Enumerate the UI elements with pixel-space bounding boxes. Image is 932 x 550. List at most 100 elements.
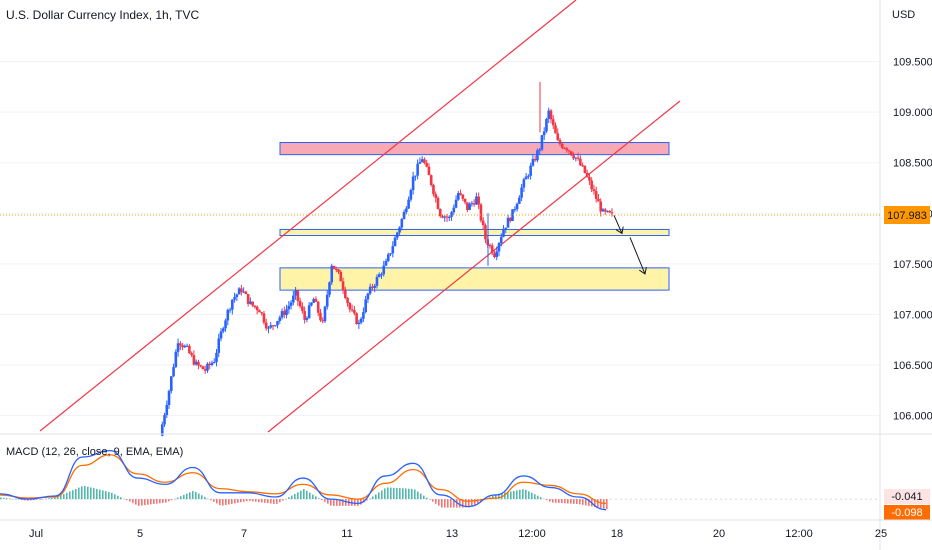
macd-histogram-bar <box>498 493 500 500</box>
candle-body <box>296 290 300 301</box>
candle-body <box>538 149 541 151</box>
macd-histogram-bar <box>372 496 374 500</box>
macd-histogram-bar <box>234 499 236 504</box>
grid-lines <box>0 61 880 416</box>
channel-upper-line <box>39 0 577 432</box>
candle-body <box>249 301 252 304</box>
macd-histogram-bar <box>195 491 197 500</box>
candle-body <box>545 118 548 132</box>
macd-histogram-bar <box>219 499 221 506</box>
candle-body <box>271 325 275 327</box>
chart-title: U.S. Dollar Currency Index, 1h, TVC <box>6 8 200 22</box>
candle-body <box>531 158 535 166</box>
macd-histogram-bar <box>306 490 308 500</box>
macd-histogram-bar <box>309 492 311 500</box>
candle-body <box>409 190 413 200</box>
macd-histogram-bar <box>261 499 263 503</box>
candle-body <box>533 158 537 161</box>
macd-histogram-bar <box>180 496 182 500</box>
candle-body <box>466 202 469 210</box>
macd-histogram-bar <box>423 495 425 500</box>
macd-histogram-bar <box>324 499 326 502</box>
macd-histogram-bar <box>336 499 338 506</box>
candle-body <box>353 309 356 314</box>
candle-body <box>588 176 591 181</box>
macd-histogram-bar <box>318 498 320 500</box>
macd-histogram-bar <box>243 499 245 502</box>
projection-arrows <box>613 215 645 274</box>
candle-body <box>289 302 293 306</box>
candle-body <box>316 301 320 313</box>
candle-body <box>215 352 218 363</box>
x-tick-label: 12:00 <box>518 528 546 540</box>
candle-body <box>461 194 465 199</box>
macd-histogram-bar <box>222 499 224 506</box>
macd-histogram-bar <box>129 499 131 502</box>
candle-body <box>253 305 257 307</box>
x-tick-label: Jul <box>29 528 43 540</box>
macd-histogram-bar <box>183 494 185 500</box>
macd-histogram-bar <box>147 499 149 505</box>
macd-histogram-bar <box>81 486 83 500</box>
macd-histogram-bar <box>162 499 164 503</box>
candle-body <box>371 286 374 288</box>
candle-body <box>212 362 216 364</box>
macd-histogram-bar <box>360 499 362 505</box>
macd-line <box>0 449 607 511</box>
macd-histogram-bar <box>516 490 518 500</box>
candle-body <box>163 415 166 425</box>
macd-histogram-bar <box>519 489 521 500</box>
macd-histogram-bar <box>156 499 158 504</box>
candle-body <box>285 309 288 315</box>
candle-body <box>357 322 361 325</box>
candle-body <box>332 265 336 269</box>
macd-histogram-bar <box>399 488 401 500</box>
y-tick-label: 107.500 <box>893 259 932 271</box>
macd-histogram-bar <box>216 499 218 504</box>
macd-histogram-bar <box>345 499 347 506</box>
macd-histogram-bar <box>528 491 530 500</box>
macd-histogram-bar <box>474 499 476 505</box>
macd-histogram-bar <box>168 499 170 502</box>
candle-body <box>165 404 169 416</box>
macd-histogram-bar <box>357 499 359 506</box>
candle-body <box>203 369 207 371</box>
macd-histogram-bar <box>21 499 23 501</box>
candle-body <box>504 227 508 230</box>
macd-histogram-bar <box>240 499 242 503</box>
candle-body <box>452 207 456 213</box>
macd-histogram-bar <box>531 492 533 500</box>
macd-histogram-bar <box>12 498 14 500</box>
candle-body <box>346 297 349 303</box>
y-tick-label: 108.500 <box>893 158 932 170</box>
candle-body <box>330 265 334 283</box>
macd-histogram-bar <box>102 490 104 500</box>
macd-histogram-bar <box>546 499 548 501</box>
candle-body <box>210 362 214 365</box>
macd-histogram-bar <box>411 488 413 500</box>
macd-histogram-bar <box>333 499 335 506</box>
candle-body <box>389 253 392 255</box>
candle-body <box>251 301 254 306</box>
candle-body <box>235 294 239 298</box>
macd-histogram-bar <box>204 496 206 500</box>
candle-body <box>513 209 517 211</box>
macd-histogram-bar <box>108 491 110 500</box>
candle-body <box>509 217 512 221</box>
candle-body <box>273 325 277 327</box>
candle-body <box>592 189 596 192</box>
candle-body <box>565 148 569 151</box>
candle-body <box>183 345 187 348</box>
macd-histogram-bar <box>537 495 539 500</box>
macd-histogram-bar <box>579 499 581 505</box>
candle-body <box>339 271 343 282</box>
macd-histogram-bar <box>270 499 272 504</box>
macd-histogram-bar <box>192 491 194 500</box>
zones-layer <box>279 142 670 291</box>
candle-body <box>436 197 440 210</box>
macd-histogram-bar <box>0 497 2 500</box>
macd-histogram-bar <box>207 498 209 500</box>
candle-body <box>396 232 399 238</box>
macd-histogram-bar <box>294 493 296 500</box>
